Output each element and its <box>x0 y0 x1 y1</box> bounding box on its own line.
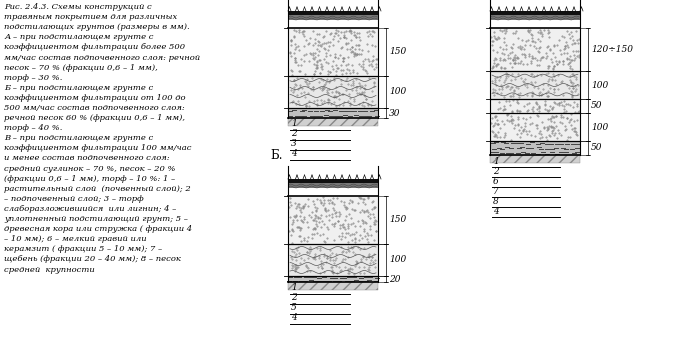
Bar <box>490 15 580 20</box>
Bar <box>490 155 580 163</box>
Text: 100: 100 <box>389 256 406 265</box>
Text: 120÷150: 120÷150 <box>591 45 633 54</box>
Text: 4: 4 <box>291 149 297 159</box>
Bar <box>490 28 580 71</box>
Text: 3: 3 <box>291 140 297 149</box>
Bar <box>288 11 378 15</box>
Bar <box>288 28 378 76</box>
Text: 4: 4 <box>493 206 499 215</box>
Text: 7: 7 <box>493 186 499 196</box>
Bar <box>490 99 580 113</box>
Bar <box>490 71 580 99</box>
Text: 50: 50 <box>591 102 603 111</box>
Text: 20: 20 <box>389 275 400 284</box>
Text: 1: 1 <box>493 157 499 165</box>
Bar <box>288 196 378 244</box>
Text: 100: 100 <box>591 80 608 89</box>
Text: 1: 1 <box>291 284 297 293</box>
Text: 150: 150 <box>389 47 406 56</box>
Bar <box>288 118 378 126</box>
Text: 100: 100 <box>389 88 406 97</box>
Text: 5: 5 <box>291 303 297 312</box>
Bar <box>490 141 580 155</box>
Bar <box>490 113 580 141</box>
Text: Б.: Б. <box>271 149 283 162</box>
Text: 100: 100 <box>591 122 608 131</box>
Bar <box>288 276 378 282</box>
Bar <box>288 76 378 108</box>
Text: Рис. 2.4.3. Схемы конструкций с
травяным покрытием для различных
подстилающих гр: Рис. 2.4.3. Схемы конструкций с травяным… <box>4 3 200 274</box>
Bar <box>288 244 378 276</box>
Text: 6: 6 <box>493 177 499 186</box>
Text: 50: 50 <box>591 144 603 153</box>
Bar <box>288 108 378 118</box>
Text: 30: 30 <box>389 108 400 117</box>
Text: 150: 150 <box>389 215 406 224</box>
Text: 2: 2 <box>291 294 297 303</box>
Bar <box>288 15 378 20</box>
Bar <box>490 11 580 15</box>
Bar <box>288 179 378 183</box>
Text: 2: 2 <box>291 130 297 139</box>
Text: 1: 1 <box>291 120 297 129</box>
Bar <box>288 282 378 290</box>
Text: 2: 2 <box>493 167 499 176</box>
Text: 8: 8 <box>493 196 499 205</box>
Text: 4: 4 <box>291 313 297 322</box>
Bar <box>288 183 378 188</box>
